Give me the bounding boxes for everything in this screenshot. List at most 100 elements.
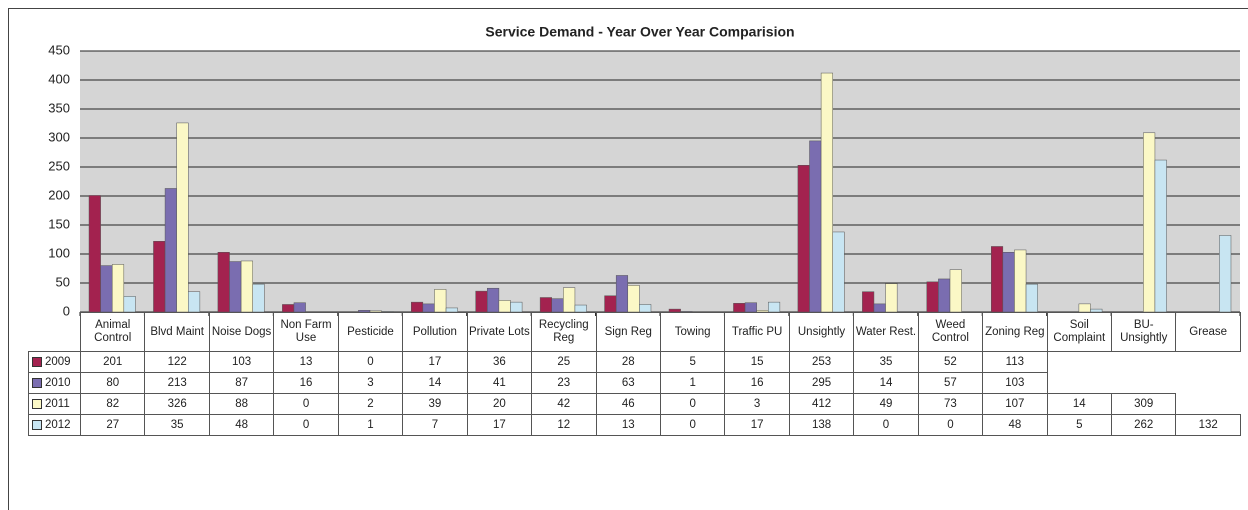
category-label: Soil Complaint: [1046, 312, 1113, 352]
value-cell: 309: [1110, 393, 1177, 415]
bar: [1154, 159, 1167, 313]
bar: [949, 269, 962, 313]
value-cell: 1: [337, 414, 404, 436]
bar: [410, 301, 424, 313]
bar: [252, 283, 265, 313]
y-tick-label: 450: [48, 42, 70, 57]
value-cell: 113: [982, 351, 1048, 373]
empty-cell: [1112, 352, 1176, 373]
bar: [282, 304, 295, 313]
legend-swatch: [32, 377, 42, 388]
value-cell: 41: [466, 372, 533, 394]
value-cell: 0: [853, 414, 919, 436]
category-label: Towing: [659, 312, 726, 352]
category-label: Animal Control: [79, 312, 146, 352]
bar: [832, 231, 845, 313]
category-label: Weed Control: [917, 312, 984, 352]
bar: [123, 296, 136, 313]
bar: [1002, 252, 1015, 313]
value-cell: 20: [466, 393, 533, 415]
corner-cell: [29, 313, 81, 352]
value-cell: 49: [853, 393, 919, 415]
bar: [820, 72, 833, 313]
value-cell: 63: [595, 372, 661, 394]
bar: [100, 265, 113, 313]
series-row: 2009 201 122 103 13 0 17 36 25 28 5 15 253 35 52 113: [28, 351, 1241, 373]
category-label: Unsightly: [788, 312, 855, 352]
category-label: Pesticide: [337, 312, 404, 352]
value-cell: 14: [1046, 393, 1113, 415]
plot-area: [80, 51, 1240, 312]
y-tick-label: 150: [48, 216, 70, 231]
value-cell: 201: [79, 351, 146, 373]
value-cell: 35: [853, 351, 919, 373]
value-cell: 7: [402, 414, 468, 436]
bar: [188, 291, 201, 313]
value-cell: 3: [724, 393, 790, 415]
bar: [563, 287, 576, 313]
y-tick-label: 100: [48, 245, 70, 260]
value-cell: 28: [595, 351, 661, 373]
chart: Service Demand - Year Over Year Comparis…: [48, 24, 1241, 318]
bar: [873, 303, 886, 313]
value-cell: 103: [982, 372, 1048, 394]
category-label: Private Lots: [466, 312, 533, 352]
bar: [1014, 249, 1027, 313]
value-cell: 73: [917, 393, 984, 415]
bar: [797, 165, 810, 313]
value-cell: 295: [788, 372, 855, 394]
category-label: Sign Reg: [595, 312, 661, 352]
bar: [111, 264, 125, 313]
y-tick-label: 250: [48, 158, 70, 173]
data-table: Animal Control Blvd Maint Noise Dogs Non Fa…: [28, 312, 1241, 436]
chart-title: Service Demand - Year Over Year Comparis…: [485, 24, 794, 40]
value-cell: 23: [531, 372, 597, 394]
legend-cell: 2011: [28, 393, 81, 415]
bar: [293, 302, 306, 313]
y-tick-label: 200: [48, 187, 70, 202]
bar: [1143, 132, 1156, 313]
bar: [1025, 283, 1038, 313]
value-cell: 0: [337, 351, 404, 373]
series-row: 2011 82 326 88 0 2 39 20 42 46 0 3 412 49 73 107 14 309: [28, 393, 1241, 415]
legend-cell: 2010: [28, 372, 81, 394]
value-cell: 262: [1110, 414, 1177, 436]
legend-cell: 2012: [28, 414, 81, 436]
value-cell: 15: [724, 351, 790, 373]
value-cell: 412: [788, 393, 855, 415]
bar: [551, 298, 564, 313]
y-tick-label: 50: [56, 274, 70, 289]
value-cell: 213: [144, 372, 210, 394]
bar: [217, 252, 230, 313]
value-cell: 5: [1046, 414, 1113, 436]
bar: [164, 188, 177, 313]
empty-cell: [1047, 373, 1111, 394]
value-cell: 13: [595, 414, 661, 436]
value-cell: 0: [273, 414, 339, 436]
value-cell: 253: [788, 351, 855, 373]
value-cell: 36: [466, 351, 533, 373]
bar: [627, 285, 640, 313]
bar: [990, 246, 1004, 313]
empty-cell: [1047, 352, 1111, 373]
value-cell: 52: [917, 351, 984, 373]
category-label: Traffic PU: [724, 312, 790, 352]
legend-swatch: [32, 419, 42, 430]
bar: [809, 140, 822, 313]
bar: [574, 304, 587, 313]
value-cell: 0: [273, 393, 339, 415]
bar: [1078, 303, 1091, 313]
bar: [240, 260, 253, 313]
y-tick-label: 300: [48, 129, 70, 144]
value-cell: 17: [466, 414, 533, 436]
header-row: Animal Control Blvd Maint Noise Dogs Non Fa…: [29, 312, 1241, 352]
value-cell: 87: [208, 372, 275, 394]
bar: [487, 287, 500, 313]
value-cell: 1: [659, 372, 726, 394]
bar: [938, 278, 951, 313]
legend-label: 2010: [45, 377, 71, 389]
legend-swatch: [32, 398, 42, 409]
empty-cell: [1176, 394, 1240, 415]
bar: [604, 295, 617, 313]
